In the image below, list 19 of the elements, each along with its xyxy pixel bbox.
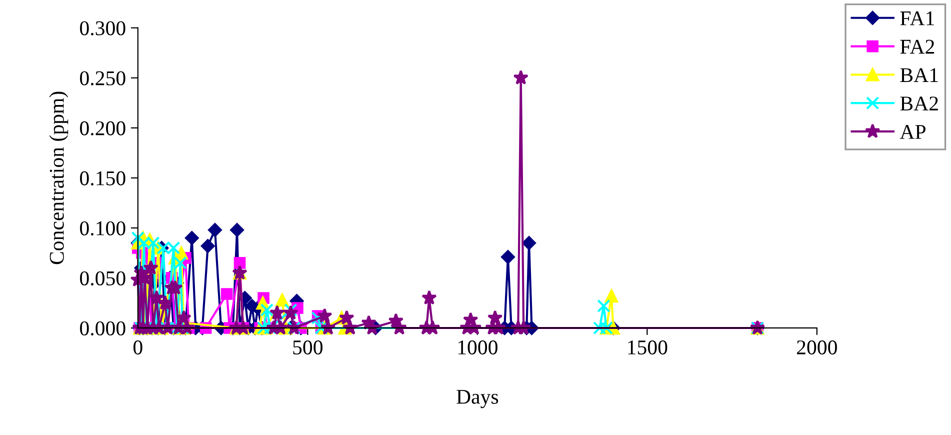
y-tick-label: 0.100 [80, 221, 126, 236]
x-tick-label: 0 [133, 340, 142, 354]
y-tick-label: 0.050 [80, 271, 126, 286]
x-axis-title: Days [456, 390, 498, 408]
x-tick-label: 1500 [628, 340, 668, 354]
x-tick-label: 2000 [796, 340, 837, 354]
y-axis-title: Concentration (ppm) [49, 92, 68, 264]
legend-label: BA1 [900, 68, 938, 82]
legend-label: AP [900, 125, 926, 139]
x-tick-label: 500 [293, 340, 322, 354]
legend-label: FA2 [900, 40, 934, 54]
y-tick-label: 0.200 [80, 121, 126, 136]
x-tick-label: 1000 [458, 340, 498, 354]
y-tick-label: 0.300 [80, 21, 126, 36]
y-tick-label: 0.150 [80, 171, 126, 186]
legend-label: BA2 [900, 96, 938, 110]
y-tick-label: 0.000 [80, 321, 126, 336]
legend-label: FA1 [900, 11, 934, 26]
y-tick-label: 0.250 [80, 71, 126, 86]
